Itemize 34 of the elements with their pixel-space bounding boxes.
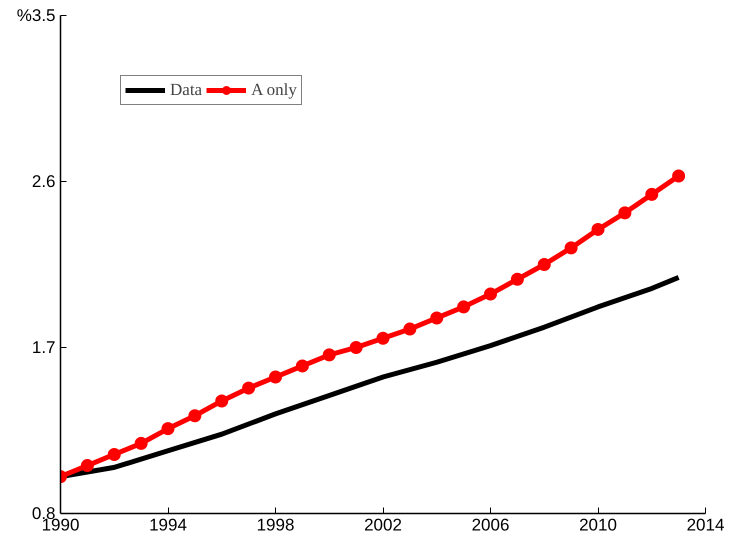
- point: [269, 370, 282, 384]
- point: [564, 241, 578, 254]
- point: [108, 448, 121, 461]
- legend-label: A only: [251, 80, 297, 100]
- point: [188, 409, 202, 422]
- x-tick-label: 2014: [686, 516, 724, 534]
- legend-label: Data: [170, 80, 202, 100]
- point: [538, 258, 551, 271]
- point: [80, 459, 94, 472]
- point: [592, 222, 604, 236]
- point: [457, 300, 470, 314]
- point: [618, 206, 632, 220]
- x-tick-label: 1994: [149, 516, 187, 534]
- point: [296, 359, 309, 372]
- point: [403, 322, 416, 336]
- point: [430, 312, 444, 324]
- x-tick-label: 2010: [579, 516, 617, 534]
- point: [242, 382, 256, 395]
- y-tick-label: 1.7: [32, 338, 56, 357]
- point: [162, 422, 174, 436]
- point: [215, 394, 228, 408]
- x-tick-label: 2006: [472, 516, 510, 534]
- point: [510, 272, 524, 286]
- y-tick-label: %3.5: [16, 6, 56, 25]
- point: [134, 436, 148, 450]
- point: [350, 341, 363, 354]
- point: [376, 332, 390, 345]
- point: [322, 348, 336, 362]
- point: [645, 188, 658, 201]
- point: [484, 288, 497, 300]
- x-tick-label: 1998: [256, 516, 294, 534]
- x-tick-label: 2002: [364, 516, 402, 534]
- y-tick-label: 2.6: [32, 172, 56, 191]
- point: [672, 169, 686, 182]
